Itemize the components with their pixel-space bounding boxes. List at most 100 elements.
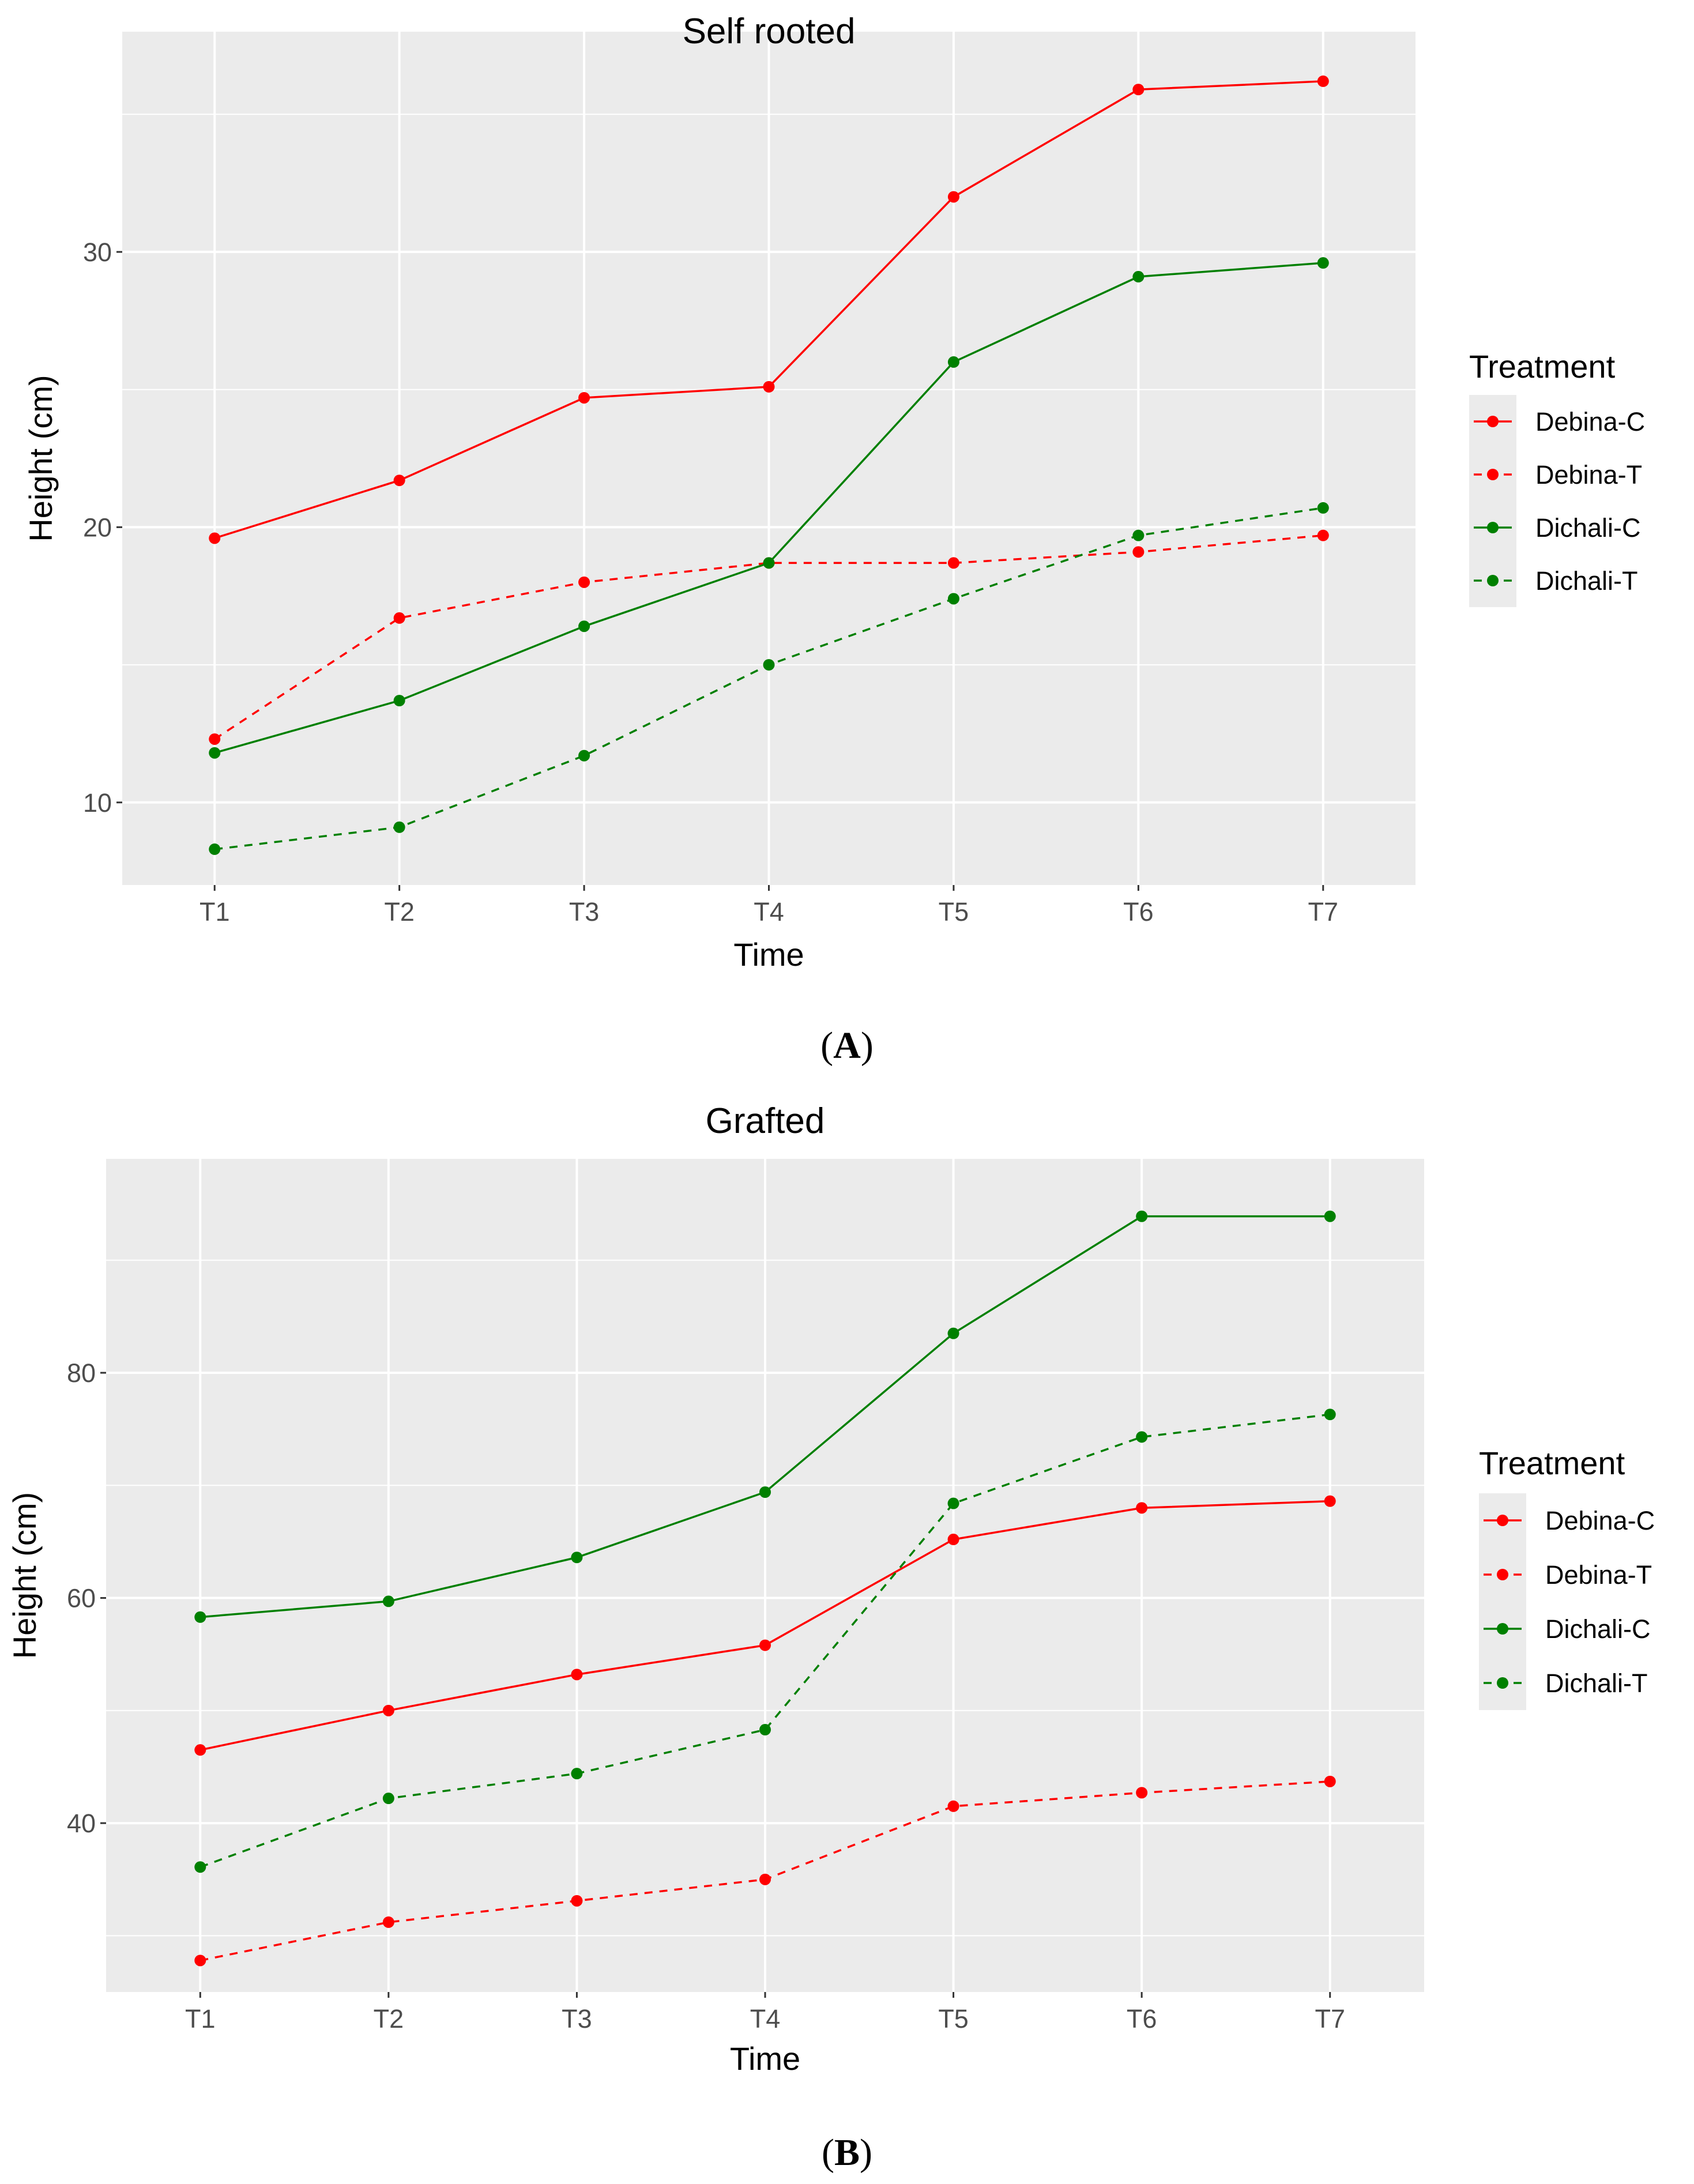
x-axis-title: Time xyxy=(730,2040,800,2077)
data-point-debina-t-t1 xyxy=(209,733,221,745)
chart-panel-A: 10 20 30 T1 T2 T3 T4 T5 T6 T7 Self rooted Time Heigh… xyxy=(22,12,1645,1067)
legend-key-point xyxy=(1497,1515,1508,1526)
data-point-dichali-c-t3 xyxy=(571,1552,583,1564)
data-point-debina-t-t7 xyxy=(1317,529,1329,541)
y-tick-label: 10 xyxy=(83,788,112,818)
data-point-dichali-t-t3 xyxy=(578,750,590,762)
data-point-debina-c-t2 xyxy=(393,475,405,487)
data-point-dichali-c-t5 xyxy=(947,1327,959,1339)
data-point-dichali-c-t1 xyxy=(194,1611,206,1623)
legend-key-point xyxy=(1497,1623,1508,1635)
data-point-debina-c-t3 xyxy=(571,1669,583,1681)
y-tick-label: 30 xyxy=(83,238,112,267)
data-point-debina-t-t3 xyxy=(571,1895,583,1907)
x-tick-label: T4 xyxy=(754,897,784,927)
data-point-debina-c-t1 xyxy=(209,532,221,544)
data-point-debina-c-t1 xyxy=(194,1744,206,1756)
x-tick-label: T7 xyxy=(1308,897,1339,927)
x-tick-label: T5 xyxy=(939,897,969,927)
legend-label-dichali-t: Dichali-T xyxy=(1535,566,1638,596)
data-point-dichali-t-t5 xyxy=(947,593,959,605)
data-point-dichali-c-t4 xyxy=(763,557,775,569)
x-axis-title: Time xyxy=(733,936,804,973)
data-point-debina-c-t5 xyxy=(947,1534,959,1546)
data-point-dichali-t-t1 xyxy=(194,1861,206,1873)
x-tick-label: T1 xyxy=(185,2004,216,2034)
data-point-dichali-c-t7 xyxy=(1324,1210,1336,1222)
data-point-debina-c-t7 xyxy=(1317,75,1329,87)
data-point-dichali-t-t2 xyxy=(393,821,405,833)
legend-key-point xyxy=(1487,575,1499,586)
chart-panel-B: 40 60 80 T1 T2 T3 T4 T5 T6 T7 Grafted Time Height (c… xyxy=(6,1101,1655,2174)
data-point-dichali-c-t5 xyxy=(947,356,959,368)
data-point-debina-t-t1 xyxy=(194,1955,206,1967)
x-tick-label: T4 xyxy=(750,2004,781,2034)
data-point-dichali-t-t7 xyxy=(1317,502,1329,514)
x-tick-label: T3 xyxy=(562,2004,592,2034)
legend-key-point xyxy=(1487,416,1499,427)
legend-title: Treatment xyxy=(1479,1445,1625,1481)
legend-title: Treatment xyxy=(1469,348,1616,385)
x-tick-label: T6 xyxy=(1127,2004,1157,2034)
x-tick-label: T3 xyxy=(569,897,600,927)
y-tick-label: 80 xyxy=(67,1358,96,1388)
x-tick-label: T6 xyxy=(1123,897,1154,927)
data-point-debina-t-t2 xyxy=(393,612,405,624)
y-tick-label: 60 xyxy=(67,1584,96,1613)
legend-label-debina-t: Debina-T xyxy=(1535,460,1642,489)
legend-key-point xyxy=(1487,522,1499,533)
legend-label-dichali-t: Dichali-T xyxy=(1545,1669,1648,1698)
data-point-dichali-c-t4 xyxy=(759,1486,771,1498)
data-point-dichali-t-t4 xyxy=(763,659,775,671)
data-point-debina-c-t2 xyxy=(382,1704,394,1716)
legend-label-debina-c: Debina-C xyxy=(1545,1506,1655,1535)
x-tick-label: T7 xyxy=(1315,2004,1345,2034)
data-point-debina-c-t7 xyxy=(1324,1495,1336,1507)
data-point-dichali-t-t2 xyxy=(382,1793,394,1805)
y-axis-title: Height (cm) xyxy=(22,375,59,541)
x-tick-label: T1 xyxy=(199,897,230,927)
legend-label-debina-c: Debina-C xyxy=(1535,407,1645,436)
data-point-debina-t-t6 xyxy=(1132,546,1145,558)
x-tick-label: T5 xyxy=(938,2004,969,2034)
data-point-debina-c-t6 xyxy=(1132,84,1145,96)
data-point-dichali-t-t6 xyxy=(1132,529,1145,541)
y-tick-label: 40 xyxy=(67,1809,96,1838)
data-point-debina-c-t4 xyxy=(763,381,775,393)
panel-caption: (B) xyxy=(822,2132,872,2174)
data-point-debina-t-t7 xyxy=(1324,1775,1336,1787)
data-point-debina-c-t4 xyxy=(759,1639,771,1651)
data-point-dichali-c-t6 xyxy=(1136,1210,1148,1222)
x-tick-label: T2 xyxy=(384,897,415,927)
data-point-dichali-c-t2 xyxy=(382,1595,394,1607)
panel-caption: (A) xyxy=(820,1025,874,1067)
data-point-dichali-t-t3 xyxy=(571,1768,583,1780)
chart-title: Grafted xyxy=(706,1101,825,1141)
data-point-debina-c-t6 xyxy=(1136,1502,1148,1514)
data-point-dichali-t-t1 xyxy=(209,843,221,855)
data-point-dichali-t-t6 xyxy=(1136,1431,1148,1443)
legend-label-debina-t: Debina-T xyxy=(1545,1560,1652,1590)
legend-key-point xyxy=(1487,469,1499,480)
data-point-debina-t-t2 xyxy=(382,1916,394,1928)
legend-label-dichali-c: Dichali-C xyxy=(1545,1614,1651,1644)
data-point-dichali-c-t3 xyxy=(578,620,590,632)
data-point-debina-t-t5 xyxy=(947,1800,959,1812)
data-point-dichali-c-t7 xyxy=(1317,257,1329,269)
data-point-debina-t-t6 xyxy=(1136,1787,1148,1799)
chart-title: Self rooted xyxy=(683,12,856,51)
data-point-dichali-c-t2 xyxy=(393,695,405,707)
data-point-dichali-t-t7 xyxy=(1324,1409,1336,1421)
data-point-dichali-t-t4 xyxy=(759,1724,771,1736)
x-tick-label: T2 xyxy=(374,2004,404,2034)
legend-key-point xyxy=(1497,1677,1508,1689)
data-point-debina-c-t5 xyxy=(947,191,959,203)
legend-key-point xyxy=(1497,1569,1508,1580)
data-point-debina-t-t5 xyxy=(947,557,959,569)
y-axis-title: Height (cm) xyxy=(6,1492,43,1659)
data-point-debina-t-t3 xyxy=(578,576,590,588)
data-point-dichali-c-t6 xyxy=(1132,270,1145,283)
data-point-debina-t-t4 xyxy=(759,1873,771,1885)
legend-label-dichali-c: Dichali-C xyxy=(1535,513,1641,543)
